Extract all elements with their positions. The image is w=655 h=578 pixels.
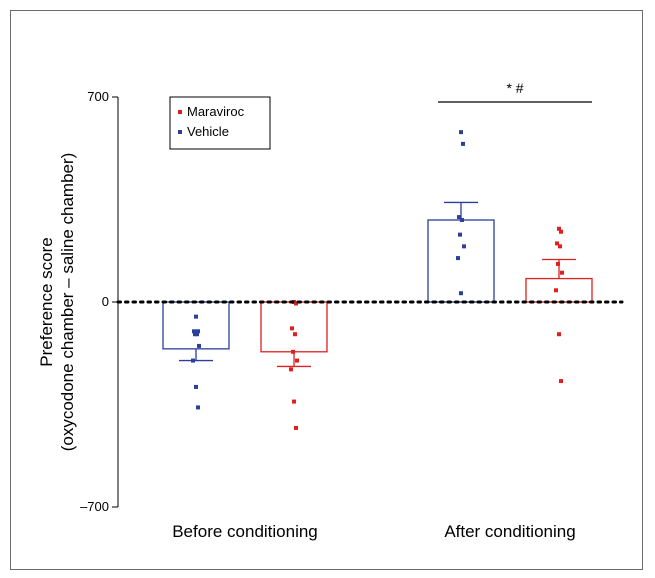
data-point <box>290 326 294 331</box>
data-point <box>462 244 466 249</box>
data-point <box>554 288 558 293</box>
legend-marker <box>178 130 182 134</box>
axes: 700 0 –700 <box>80 89 119 514</box>
significance-label: * # <box>506 80 523 96</box>
bar <box>427 219 495 303</box>
legend-marker <box>178 110 182 114</box>
y-tick-label: 0 <box>102 294 109 309</box>
data-point <box>197 343 201 348</box>
data-point <box>294 301 298 306</box>
data-point <box>557 226 561 231</box>
figure-frame <box>10 10 643 570</box>
data-point <box>194 384 198 389</box>
data-point <box>456 256 460 261</box>
data-point <box>459 291 463 296</box>
data-point <box>196 329 200 334</box>
data-point <box>556 261 560 266</box>
data-point <box>560 270 564 275</box>
bar <box>162 301 230 350</box>
legend: Maraviroc Vehicle <box>169 96 271 150</box>
data-point <box>293 332 297 337</box>
data-point <box>458 232 462 237</box>
data-point <box>555 241 559 246</box>
data-point <box>291 349 295 354</box>
legend-box <box>169 96 271 150</box>
x-category-label: After conditioning <box>444 522 575 541</box>
data-point <box>196 405 200 410</box>
bar <box>525 277 593 303</box>
labels: Preference score (oxycodone chamber – sa… <box>37 153 576 541</box>
x-category-label: Before conditioning <box>172 522 318 541</box>
data-point <box>289 367 293 372</box>
y-tick-label: –700 <box>80 499 109 514</box>
y-axis-title-line1: Preference score <box>37 237 56 366</box>
data-point <box>191 358 195 363</box>
data-point <box>192 329 196 334</box>
data-point <box>460 218 464 222</box>
data-point <box>557 332 561 337</box>
data-point <box>292 399 296 404</box>
data-point <box>194 314 198 319</box>
data-point <box>295 358 299 363</box>
y-axis-title-line2: (oxycodone chamber – saline chamber) <box>58 153 77 452</box>
data-points <box>191 130 564 430</box>
data-point <box>457 215 461 220</box>
data-point <box>558 244 562 249</box>
bars <box>162 201 593 368</box>
data-point <box>559 379 563 384</box>
data-point <box>459 130 463 135</box>
data-point <box>559 229 563 234</box>
data-point <box>294 425 298 430</box>
significance-annotation: * # <box>438 80 592 103</box>
legend-label: Maraviroc <box>187 104 245 119</box>
y-tick-label: 700 <box>87 89 109 104</box>
data-point <box>461 141 465 146</box>
legend-label: Vehicle <box>187 124 229 139</box>
data-point <box>193 332 197 337</box>
